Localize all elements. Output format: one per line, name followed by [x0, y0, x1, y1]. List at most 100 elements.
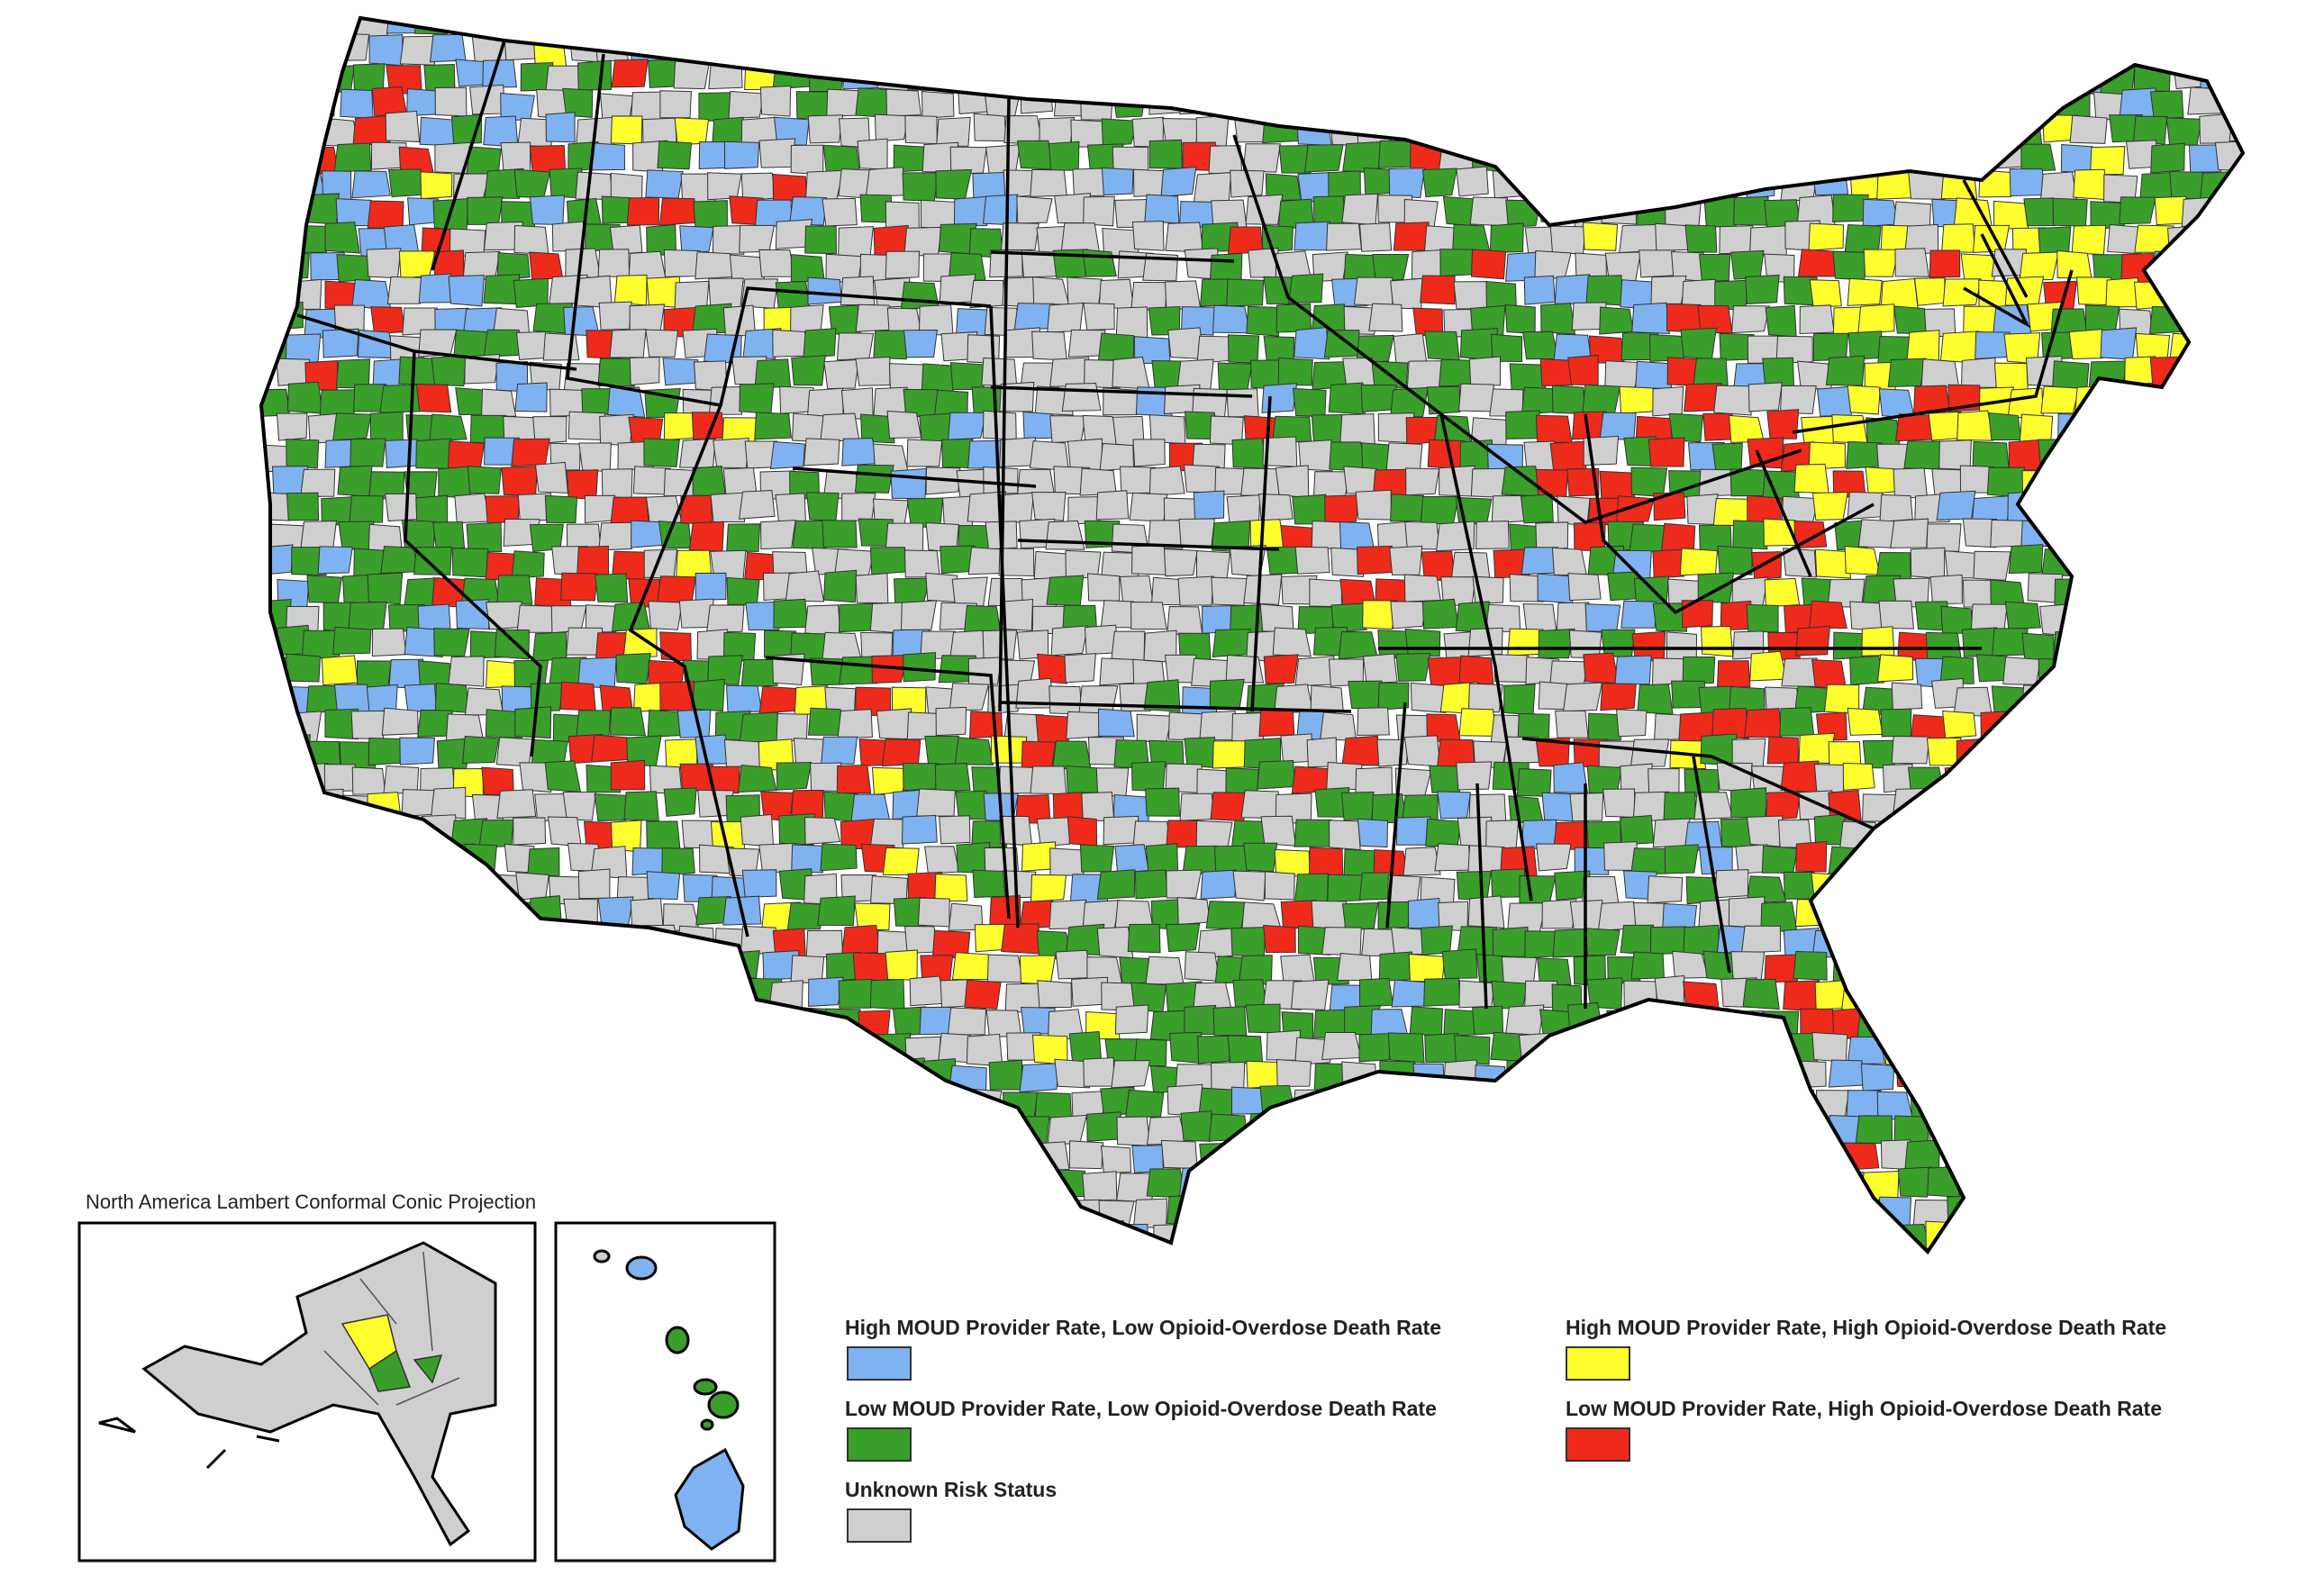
county — [2039, 980, 2075, 1009]
county — [1847, 18, 1885, 35]
county — [1892, 788, 1932, 820]
county — [1632, 1224, 1672, 1252]
county — [1963, 305, 2000, 334]
county — [873, 330, 911, 360]
county — [516, 604, 556, 633]
county — [531, 954, 569, 983]
county — [1714, 18, 1751, 37]
county — [481, 388, 517, 417]
county — [2265, 1197, 2301, 1227]
county — [1960, 357, 1997, 388]
county — [1387, 1032, 1425, 1064]
county — [790, 144, 824, 176]
county — [1877, 871, 1913, 903]
county — [936, 116, 971, 147]
county — [385, 110, 421, 142]
county — [934, 874, 968, 902]
county — [2067, 439, 2107, 469]
county — [1891, 682, 1923, 711]
county — [854, 902, 891, 931]
county — [1973, 1198, 2011, 1228]
county — [1842, 762, 1875, 791]
county — [1341, 901, 1379, 932]
county — [2074, 1254, 2105, 1282]
county — [841, 1140, 878, 1171]
county — [2289, 304, 2324, 332]
county — [712, 224, 746, 255]
county — [1425, 818, 1462, 847]
county — [1728, 896, 1766, 928]
county — [1456, 871, 1492, 901]
county — [1476, 1167, 1514, 1198]
county — [1275, 87, 1314, 116]
county — [2254, 631, 2286, 660]
county — [2230, 1089, 2243, 1118]
county — [1098, 57, 1136, 90]
county — [1197, 928, 1235, 959]
county — [2120, 575, 2160, 607]
county — [2221, 521, 2243, 553]
county — [1813, 18, 1853, 41]
county — [1730, 951, 1766, 982]
county — [2021, 470, 2056, 499]
county — [1095, 490, 1130, 521]
county — [886, 411, 922, 439]
county — [1468, 356, 1502, 387]
county — [531, 631, 567, 662]
county — [1441, 948, 1478, 980]
county — [610, 496, 649, 526]
county — [1730, 787, 1767, 819]
county — [448, 275, 486, 307]
county — [332, 412, 372, 441]
county — [1471, 1112, 1509, 1143]
county — [1394, 18, 1428, 40]
county — [335, 198, 372, 227]
county — [697, 1060, 731, 1092]
county — [429, 413, 468, 442]
county — [1923, 793, 1960, 823]
county — [465, 1059, 503, 1091]
county — [890, 467, 927, 500]
county — [968, 711, 1003, 739]
county — [448, 872, 485, 904]
county — [2069, 653, 2102, 684]
county — [2247, 250, 2282, 279]
county — [277, 86, 312, 114]
county — [1944, 550, 1977, 579]
county — [949, 629, 989, 660]
county — [420, 171, 453, 200]
county — [390, 1145, 427, 1176]
county — [1099, 657, 1139, 686]
county — [1408, 953, 1446, 983]
county — [2023, 1010, 2058, 1039]
county — [888, 1225, 924, 1252]
county — [2187, 250, 2220, 282]
county — [599, 413, 634, 447]
county — [2088, 522, 2122, 552]
county — [431, 354, 467, 387]
county — [1001, 923, 1041, 955]
county — [938, 1142, 973, 1173]
county — [577, 984, 613, 1013]
county — [418, 273, 454, 303]
county — [1311, 900, 1348, 931]
county — [758, 842, 795, 874]
county — [624, 1112, 662, 1146]
county — [2036, 1034, 2071, 1063]
county — [1083, 1056, 1115, 1087]
county — [1421, 168, 1457, 198]
county — [843, 1200, 878, 1228]
county — [1504, 303, 1536, 335]
county — [1810, 1198, 1846, 1227]
county — [1457, 1090, 1493, 1121]
county — [1679, 548, 1718, 576]
county — [1475, 521, 1510, 549]
county — [1762, 90, 1799, 120]
county — [1144, 194, 1180, 224]
county — [2085, 1117, 2119, 1147]
county — [627, 1061, 667, 1090]
county — [1601, 195, 1638, 225]
county — [1275, 1058, 1312, 1087]
county — [2170, 868, 2203, 900]
county — [1807, 58, 1846, 88]
